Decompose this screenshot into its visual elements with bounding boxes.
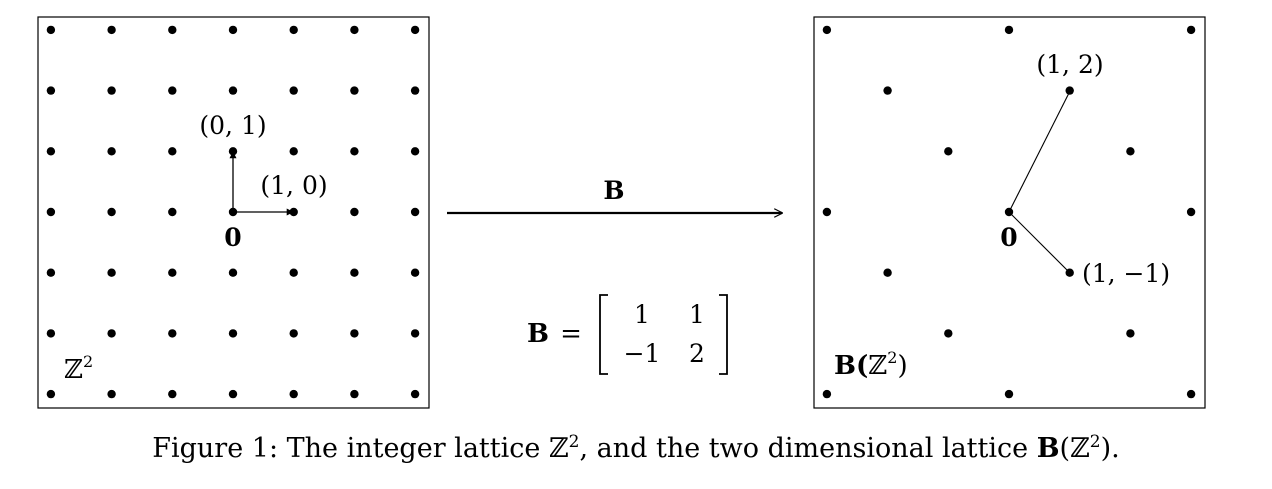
left-panel-frame — [37, 16, 430, 409]
basis-vector-v1 — [1008, 90, 1071, 213]
lattice-point — [46, 389, 56, 399]
lattice-point — [228, 86, 238, 95]
lattice-point — [822, 207, 832, 217]
right-origin-label: 0 — [1000, 223, 1017, 252]
lattice-point — [46, 207, 56, 217]
lattice-point — [883, 268, 892, 277]
lattice-point — [410, 329, 420, 338]
lattice-point — [228, 389, 238, 399]
lattice-point — [1186, 389, 1196, 399]
lattice-point — [410, 25, 420, 35]
lattice-point — [107, 268, 116, 277]
lattice-point — [944, 147, 953, 156]
vector-e1-label: (1, 0) — [260, 171, 327, 200]
lattice-point — [168, 207, 177, 217]
lattice-point — [1186, 207, 1196, 217]
lattice-point — [410, 86, 420, 95]
caption-paren-close: ). — [1100, 433, 1120, 464]
lattice-point — [410, 147, 420, 156]
basis-v1-label: (1, 2) — [1036, 50, 1103, 79]
left-lattice-points — [46, 25, 420, 399]
lattice-point — [350, 389, 359, 399]
matrix-definition: B = 1 1 −1 2 — [527, 294, 728, 375]
lattice-point — [1004, 389, 1014, 399]
caption-z2: ℤ — [1070, 433, 1090, 464]
lattice-point — [46, 147, 56, 156]
lattice-point — [107, 329, 116, 338]
right-panel: 0 (1, 2) (1, −1) B(ℤ2) — [813, 16, 1206, 409]
lattice-point — [350, 147, 359, 156]
matrix-cell-r1c1: 1 — [634, 300, 650, 329]
lattice-point — [107, 389, 116, 399]
lattice-point — [168, 147, 177, 156]
lattice-point — [168, 25, 177, 35]
lattice-point — [228, 25, 238, 35]
lattice-figure: 0 (1, 0) (0, 1) ℤ2 B B = 1 1 −1 2 0 (1, … — [37, 16, 1206, 409]
left-set-label: ℤ2 — [64, 352, 93, 385]
lattice-point — [410, 389, 420, 399]
lattice-point — [289, 147, 298, 156]
left-origin-label: 0 — [224, 223, 241, 252]
lattice-point — [350, 207, 359, 217]
lattice-point — [289, 329, 298, 338]
lattice-point — [228, 268, 238, 277]
lattice-point — [1126, 147, 1135, 156]
matrix-name: B — [527, 319, 549, 349]
right-panel-frame — [813, 16, 1206, 409]
lattice-point — [46, 329, 56, 338]
lattice-point — [883, 86, 892, 95]
lattice-point — [107, 147, 116, 156]
arrow-label: B — [603, 176, 624, 205]
lattice-point — [1004, 25, 1014, 35]
lattice-point — [289, 268, 298, 277]
right-set-label: B(ℤ2) — [834, 348, 908, 381]
matrix-cell-r1c2: 1 — [689, 300, 705, 329]
caption-prefix: Figure 1: The integer lattice — [152, 433, 549, 464]
caption-middle: , and the two dimensional lattice — [579, 433, 1037, 464]
matrix-cell-r2c2: 2 — [689, 339, 705, 368]
basis-vector-v2 — [1008, 211, 1071, 274]
lattice-point — [822, 389, 832, 399]
lattice-point — [350, 86, 359, 95]
lattice-point — [350, 329, 359, 338]
lattice-point — [168, 86, 177, 95]
lattice-point — [46, 86, 56, 95]
lattice-point — [168, 389, 177, 399]
lattice-point — [168, 268, 177, 277]
vector-e2-label: (0, 1) — [199, 111, 266, 140]
lattice-point — [1186, 25, 1196, 35]
lattice-point — [289, 25, 298, 35]
caption-paren-open: ( — [1059, 433, 1071, 464]
left-panel: 0 (1, 0) (0, 1) ℤ2 — [37, 16, 430, 409]
caption-b: B — [1036, 433, 1060, 464]
transform-arrow: B — [447, 176, 782, 213]
right-bracket — [719, 294, 728, 375]
matrix-cell-r2c1: −1 — [624, 339, 661, 368]
basis-v2-label: (1, −1) — [1082, 259, 1170, 288]
lattice-point — [46, 268, 56, 277]
lattice-point — [107, 86, 116, 95]
caption-z1: ℤ — [548, 433, 569, 464]
lattice-point — [168, 329, 177, 338]
lattice-point — [410, 207, 420, 217]
lattice-point — [944, 329, 953, 338]
lattice-point — [350, 268, 359, 277]
lattice-point — [350, 25, 359, 35]
lattice-point — [107, 25, 116, 35]
lattice-point — [228, 329, 238, 338]
caption-z1-exp: 2 — [568, 432, 580, 452]
figure-caption: Figure 1: The integer lattice ℤ2, and th… — [0, 432, 1272, 464]
lattice-point — [46, 25, 56, 35]
lattice-point — [289, 389, 298, 399]
lattice-point — [1126, 329, 1135, 338]
matrix-equals: = — [560, 319, 582, 349]
left-bracket — [599, 294, 608, 375]
caption-z2-exp: 2 — [1089, 432, 1101, 452]
lattice-point — [289, 86, 298, 95]
lattice-point — [1065, 86, 1074, 95]
lattice-point — [107, 207, 116, 217]
lattice-point — [822, 25, 832, 35]
lattice-point — [410, 268, 420, 277]
